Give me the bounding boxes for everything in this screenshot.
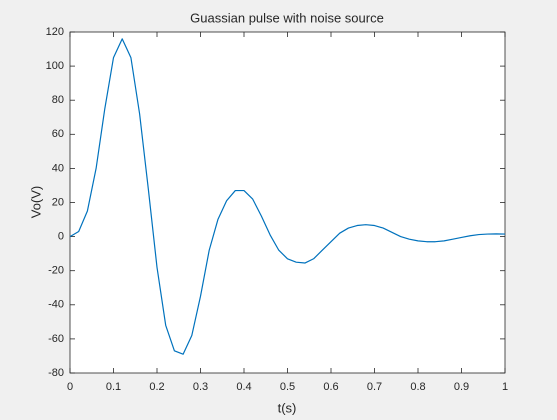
x-tick-label: 0.9 [454,381,469,393]
y-tick-label: 0 [58,231,64,243]
x-tick-label: 0 [67,381,73,393]
x-tick-label: 0.4 [236,381,251,393]
y-tick-label: -80 [48,367,64,379]
y-tick-label: 100 [46,60,64,72]
x-tick-label: 0.6 [323,381,338,393]
y-axis-label: Vo(V) [28,186,43,219]
y-tick-label: 60 [52,128,64,140]
data-line [69,38,506,355]
x-tick-label: 0.3 [193,381,208,393]
y-tick-label: 40 [52,162,64,174]
x-axis-label: t(s) [278,400,297,415]
x-tick-label: 1 [502,381,508,393]
y-tick-label: 120 [46,26,64,38]
axes-box [69,31,506,374]
y-tick-label: 20 [52,196,64,208]
y-tick-label: -40 [48,299,64,311]
x-tick-label: 0.8 [410,381,425,393]
x-tick-label: 0.5 [280,381,295,393]
x-tick-label: 0.1 [106,381,121,393]
y-tick-label: -60 [48,333,64,345]
y-tick-label: -20 [48,265,64,277]
x-tick-label: 0.2 [149,381,164,393]
y-tick-label: 80 [52,94,64,106]
x-tick-label: 0.7 [367,381,382,393]
chart-title: Guassian pulse with noise source [190,10,384,25]
